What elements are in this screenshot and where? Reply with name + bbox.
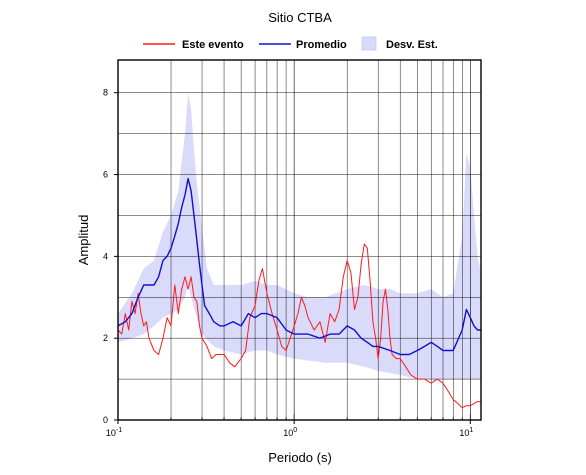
y-axis-label: Amplitud: [76, 215, 91, 266]
x-tick-label: 101: [459, 427, 473, 438]
plot-area: 0 2 4 6 8 10-1 100 101: [103, 59, 482, 438]
y-tick-label: 2: [103, 333, 108, 343]
y-tick-label: 0: [103, 415, 108, 425]
legend-label-este-evento: Este evento: [182, 39, 244, 51]
plot-frame: [117, 59, 482, 421]
x-axis-label: Periodo (s): [268, 450, 332, 465]
series-line-promedio: [117, 177, 481, 356]
legend: Este evento Promedio Desv. Est.: [143, 36, 438, 51]
series-line-este-evento: [117, 243, 481, 409]
std-dev-band: [118, 92, 481, 380]
legend-label-desv-est: Desv. Est.: [386, 39, 438, 51]
legend-swatch-desv-est: [361, 36, 377, 51]
y-tick-label: 6: [103, 170, 108, 180]
y-tick-label: 8: [103, 88, 108, 98]
x-tick-label: 100: [283, 427, 297, 438]
x-tick-label: 10-1: [106, 427, 122, 438]
y-tick-label: 4: [103, 251, 108, 261]
legend-label-promedio: Promedio: [296, 39, 347, 51]
chart-title: Sitio CTBA: [268, 10, 332, 25]
